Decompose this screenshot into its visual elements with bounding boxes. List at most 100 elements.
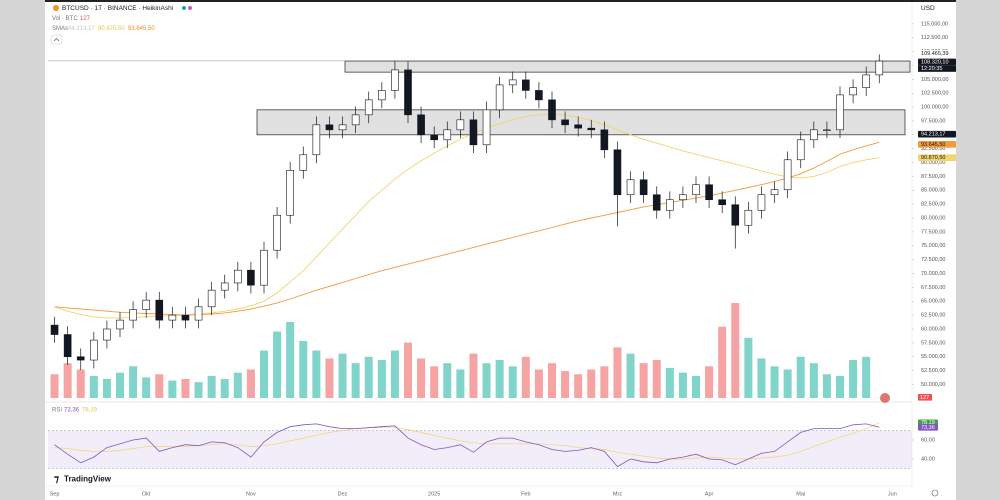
settings-button[interactable]: [931, 489, 939, 497]
candle-body: [378, 90, 386, 101]
flag-icon: [880, 393, 890, 403]
volume-bar: [678, 372, 687, 398]
candle-body: [535, 90, 543, 101]
volume-bar: [757, 358, 766, 398]
candle-body: [181, 314, 190, 321]
sma-legend-value: 93.645,50: [128, 26, 155, 32]
volume-bar: [495, 360, 504, 398]
volume-bar: [443, 363, 452, 398]
candle-body: [325, 124, 334, 131]
price-tag: 90.870,50: [921, 155, 945, 161]
price-tag-bg: [918, 50, 956, 57]
volume-bar: [246, 369, 255, 398]
countdown: 12:20:35: [921, 66, 942, 72]
price-tag: 108.320,10: [921, 59, 949, 65]
candle-body: [220, 282, 229, 291]
volume-bar: [796, 356, 805, 398]
volume-bar: [639, 363, 648, 398]
y-tick-label: 52.500,00: [921, 368, 945, 374]
candle-body: [142, 299, 150, 310]
rsi-tag: 73,36: [921, 425, 935, 431]
candle-body: [286, 170, 294, 216]
candle-body: [718, 199, 726, 206]
candle-body: [443, 129, 452, 141]
candle-body: [587, 127, 596, 131]
candle-body: [626, 179, 635, 196]
volume-bar: [469, 353, 478, 398]
price-tag: 93.645,50: [921, 142, 945, 148]
rsi-line: [54, 423, 880, 468]
price-tag: 109.465,39: [921, 51, 949, 57]
candle-body: [522, 79, 530, 91]
candle-body: [63, 334, 72, 358]
rsi-tick-label: 40,00: [921, 456, 935, 462]
volume-bar: [613, 347, 622, 398]
y-tick-label: 57.500,00: [921, 340, 945, 346]
candle-body: [155, 299, 164, 321]
y-tick-label: 105.000,00: [921, 77, 949, 83]
candle-body: [116, 319, 124, 330]
zone: [344, 60, 911, 73]
y-tick-label: 60.000,00: [921, 326, 945, 332]
candle-body: [482, 109, 491, 146]
rsi-legend: RSI: [52, 408, 62, 414]
candle-body: [548, 99, 556, 121]
chart-title: BTCUSD · 1T · BINANCE · HeikinAshi: [62, 5, 173, 12]
x-tick-label: Feb: [521, 491, 530, 497]
x-tick-label: Okt: [142, 491, 151, 497]
status-dot: [188, 6, 192, 10]
volume-bar: [692, 375, 700, 398]
candle-body: [76, 356, 85, 361]
y-tick-label: 115.000,00: [921, 21, 948, 27]
y-tick-label: 97.500,00: [921, 118, 945, 124]
candle-body: [312, 124, 321, 156]
volume-bar: [665, 367, 674, 398]
candle-body: [652, 194, 661, 211]
candle-body: [338, 124, 347, 131]
rsi-tick-label: 60,00: [921, 437, 935, 443]
x-tick-label: Dez: [338, 491, 348, 497]
sma-legend: SMAs: [52, 26, 68, 32]
x-tick-label: Jun: [888, 491, 897, 497]
volume-bar: [587, 369, 596, 398]
volume-bar: [351, 363, 360, 398]
candle-body: [391, 69, 399, 91]
y-tick-label: 77.500,00: [921, 229, 945, 235]
symbol-icon: [53, 5, 59, 11]
candle-body: [508, 79, 517, 86]
candle-body: [849, 87, 857, 96]
candle-body: [744, 209, 753, 226]
volume-bar: [809, 363, 818, 398]
price-tag-bg: [918, 154, 956, 162]
volume-bar: [626, 353, 635, 398]
volume-bar: [508, 366, 517, 398]
candle-body: [692, 184, 700, 196]
volume-bar: [783, 369, 792, 398]
y-tick-label: 100.000,00: [921, 105, 949, 111]
candle-body: [836, 94, 844, 131]
candle-body: [495, 84, 504, 111]
volume-bar: [652, 360, 661, 398]
candle-body: [823, 129, 831, 131]
volume-legend-value: 127: [80, 16, 91, 22]
volume-tag-bg: [918, 394, 932, 401]
candle-body: [194, 306, 203, 321]
volume-bar: [207, 375, 216, 398]
x-tick-label: Nov: [246, 491, 256, 497]
y-tick-label: 72.500,00: [921, 257, 945, 263]
candle-body: [862, 74, 870, 88]
volume-legend: Vol · BTC: [52, 16, 78, 22]
x-tick-label: Mrz: [613, 491, 622, 497]
y-tick-label: 102.500,00: [921, 91, 949, 97]
collapse-button[interactable]: [50, 34, 63, 45]
currency-label[interactable]: USD: [921, 5, 935, 12]
candle-body: [50, 324, 59, 335]
volume-bar: [325, 358, 334, 398]
rsi-legend-value: 73,36: [64, 408, 80, 414]
volume-bar: [430, 366, 439, 398]
volume-bar: [299, 341, 308, 398]
price-tag-bg: [918, 58, 956, 66]
y-tick-label: 80.000,00: [921, 215, 945, 221]
